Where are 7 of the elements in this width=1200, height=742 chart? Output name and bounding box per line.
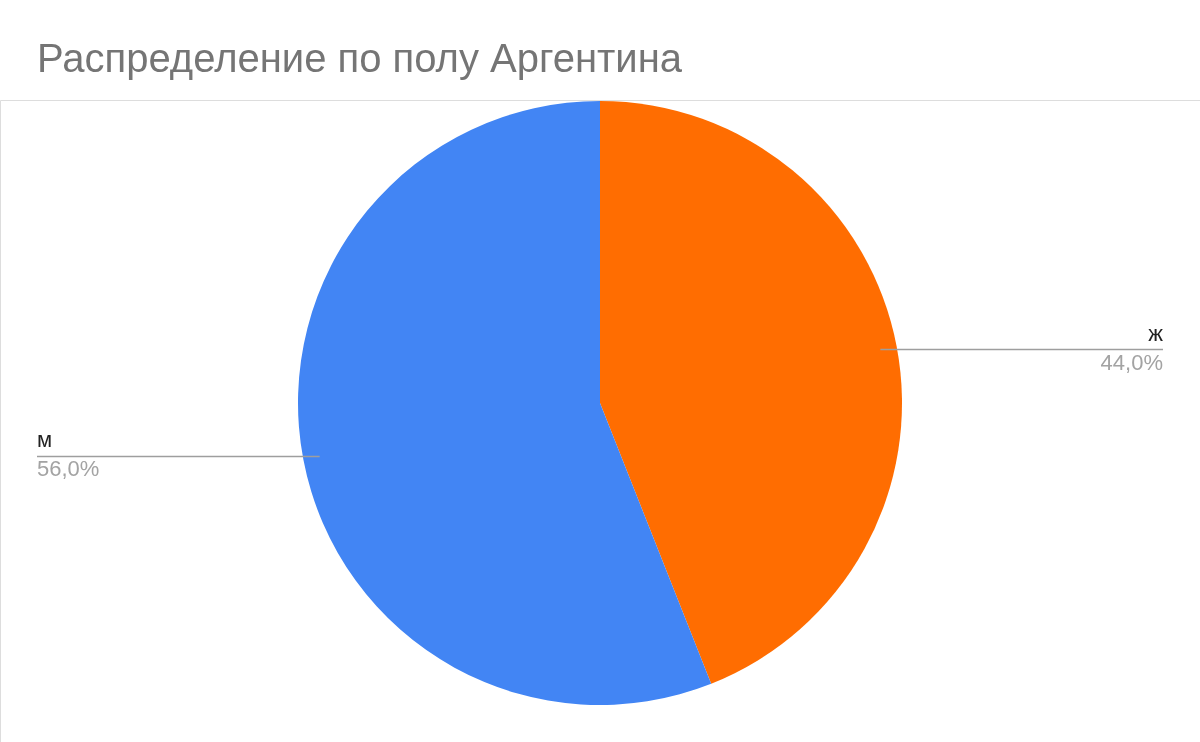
data-label: 56,0%	[37, 456, 100, 482]
slice-label: м	[37, 427, 53, 453]
slice-label: ж	[1148, 320, 1164, 346]
data-label: 44,0%	[1100, 349, 1163, 375]
pie-slice	[600, 101, 902, 684]
pie-slice	[298, 101, 712, 705]
chart-title: Распределение по полу Аргентина	[37, 36, 683, 80]
